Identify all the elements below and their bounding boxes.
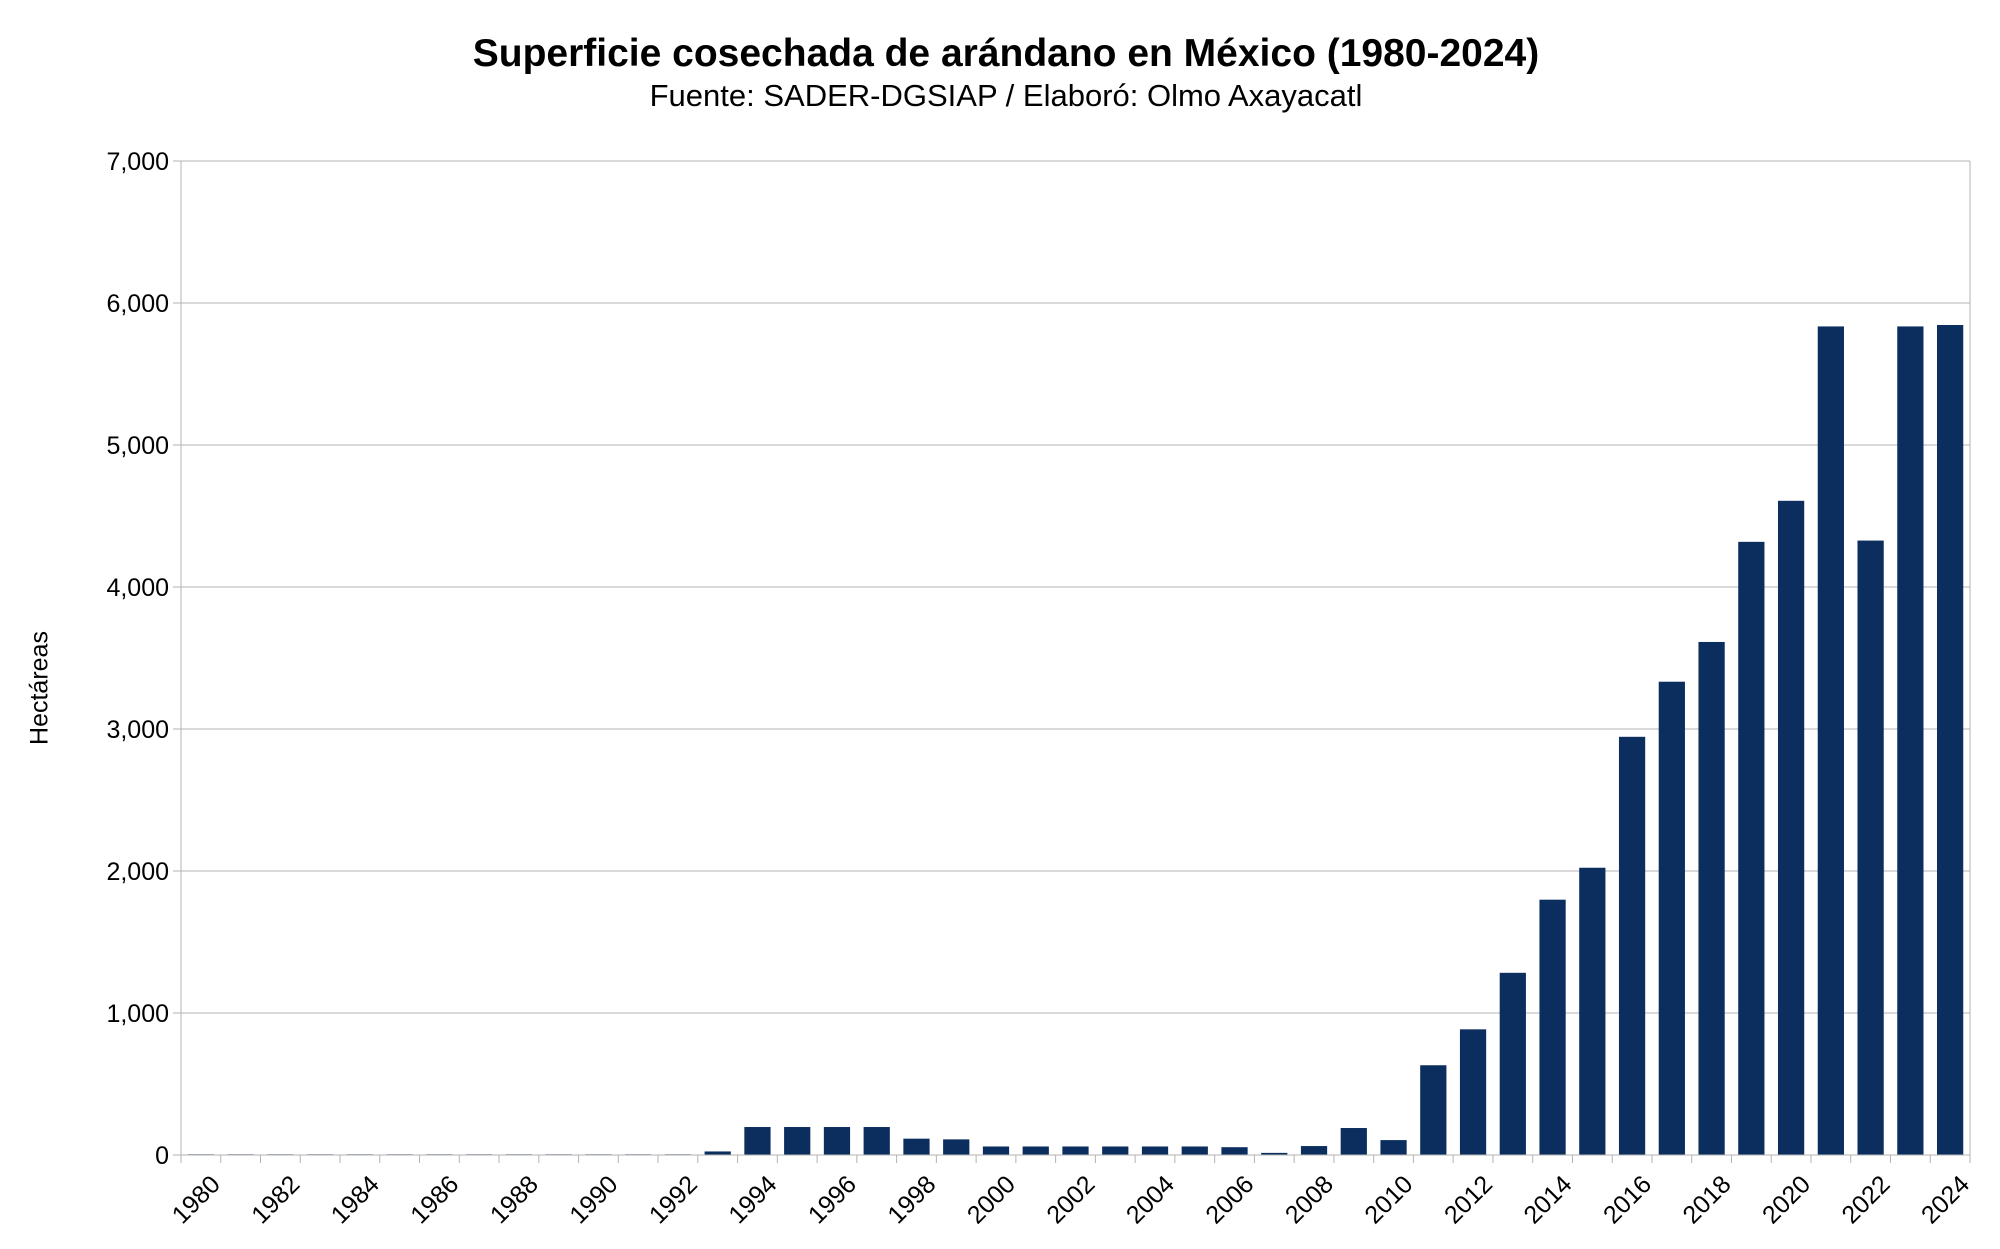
y-tick-label: 1,000	[106, 1000, 169, 1028]
bar-1997	[863, 1127, 890, 1155]
bar-1996	[823, 1127, 851, 1155]
x-tick-label: 2002	[1041, 1170, 1100, 1229]
bar-1994	[744, 1127, 771, 1155]
x-tick-label: 2012	[1439, 1170, 1498, 1229]
bar-2008	[1300, 1146, 1328, 1155]
bar-2015	[1579, 867, 1606, 1155]
y-tick-label: 6,000	[106, 290, 169, 318]
x-tick-label: 2004	[1121, 1170, 1180, 1229]
bar-2000	[982, 1146, 1010, 1155]
y-tick-label: 3,000	[106, 716, 169, 744]
bar-2002	[1062, 1146, 1089, 1155]
x-tick-label: 1984	[326, 1170, 385, 1229]
x-tick-label: 2010	[1359, 1170, 1418, 1229]
chart-title: Superficie cosechada de arándano en Méxi…	[472, 32, 1540, 75]
x-tick-label: 2000	[962, 1170, 1021, 1229]
x-tick-label: 2024	[1916, 1170, 1975, 1229]
chart-subtitle: Fuente: SADER-DGSIAP / Elaboró: Olmo Axa…	[649, 78, 1363, 113]
bar-2009	[1340, 1128, 1367, 1155]
x-tick-label: 2014	[1518, 1170, 1577, 1229]
bar-2023	[1897, 326, 1924, 1155]
bar-2010	[1380, 1140, 1407, 1155]
x-tick-label: 1992	[644, 1170, 703, 1229]
bar-1999	[943, 1139, 970, 1155]
bar-2007	[1261, 1152, 1288, 1155]
bar-2003	[1102, 1146, 1129, 1155]
bar-1998	[903, 1138, 930, 1155]
x-tick-label: 2022	[1836, 1170, 1895, 1229]
bar-2004	[1141, 1146, 1169, 1155]
x-tick-label: 2018	[1677, 1170, 1736, 1229]
x-tick-label: 2020	[1757, 1170, 1816, 1229]
x-tick-label: 1988	[485, 1170, 544, 1229]
x-tick-label: 2006	[1200, 1170, 1259, 1229]
bar-1995	[784, 1127, 811, 1155]
bar-2013	[1499, 972, 1526, 1155]
y-tick-label: 2,000	[106, 858, 169, 886]
x-tick-label: 2016	[1598, 1170, 1657, 1229]
y-tick-label: 5,000	[106, 432, 169, 460]
x-tick-label: 1998	[882, 1170, 941, 1229]
x-tick-label: 1982	[246, 1170, 305, 1229]
bar-2021	[1817, 326, 1844, 1155]
bar-2018	[1698, 641, 1725, 1155]
bar-1993	[704, 1151, 731, 1155]
bar-2017	[1658, 681, 1685, 1155]
x-tick-label: 1994	[723, 1170, 782, 1229]
bar-2011	[1420, 1065, 1447, 1155]
y-tick-label: 0	[155, 1142, 169, 1170]
bar-2016	[1618, 736, 1646, 1155]
bar-2005	[1181, 1146, 1208, 1155]
x-tick-label: 2008	[1280, 1170, 1339, 1229]
x-tick-label: 1986	[405, 1170, 464, 1229]
bar-2006	[1221, 1147, 1248, 1155]
bar-2020	[1777, 500, 1805, 1155]
bar-2012	[1459, 1029, 1487, 1155]
bar-2019	[1738, 541, 1765, 1155]
bar-2022	[1857, 540, 1884, 1155]
bar-2001	[1022, 1146, 1049, 1155]
x-tick-label: 1996	[803, 1170, 862, 1229]
x-tick-label: 1980	[167, 1170, 226, 1229]
bar-2014	[1539, 899, 1566, 1155]
y-tick-label: 4,000	[106, 574, 169, 602]
bar-2024	[1937, 325, 1964, 1155]
x-tick-label: 1990	[564, 1170, 623, 1229]
y-tick-label: 7,000	[106, 148, 169, 176]
